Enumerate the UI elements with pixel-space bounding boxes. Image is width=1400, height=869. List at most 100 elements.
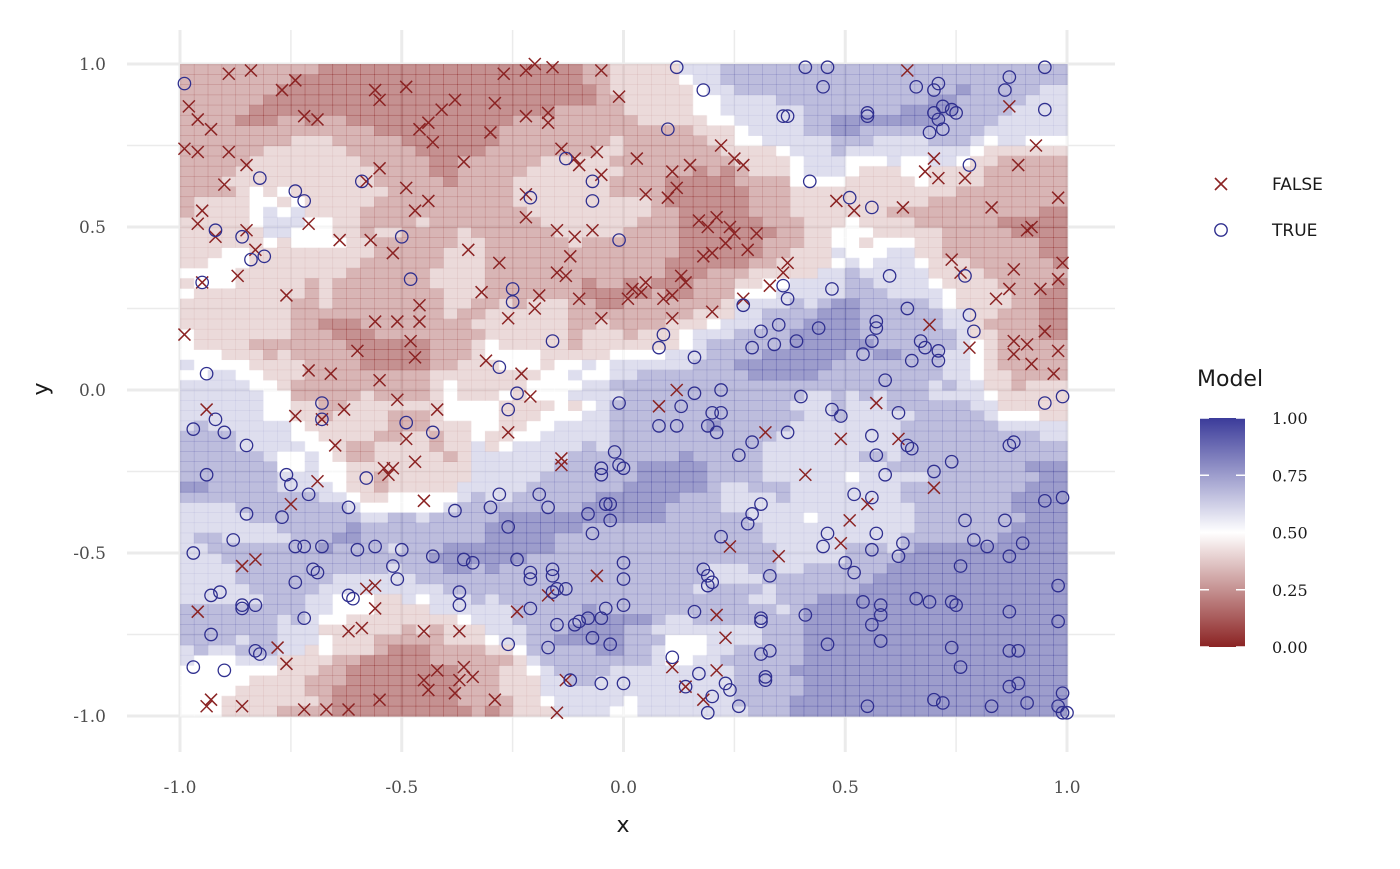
surface-cell — [374, 268, 388, 279]
surface-cell — [873, 217, 887, 228]
surface-cell — [457, 451, 471, 462]
surface-cell — [554, 329, 568, 340]
surface-cell — [845, 624, 859, 635]
surface-cell — [374, 196, 388, 207]
surface-cell — [790, 196, 804, 207]
surface-cell — [235, 685, 249, 696]
surface-cell — [651, 390, 665, 401]
surface-cell — [762, 268, 776, 279]
surface-cell — [235, 309, 249, 320]
surface-cell — [1025, 410, 1039, 421]
surface-cell — [928, 74, 942, 85]
surface-cell — [388, 135, 402, 146]
surface-cell — [928, 278, 942, 289]
surface-cell — [429, 614, 443, 625]
surface-cell — [693, 380, 707, 391]
surface-cell — [984, 472, 998, 483]
surface-cell — [970, 400, 984, 411]
surface-cell — [319, 329, 333, 340]
surface-cell — [443, 217, 457, 228]
colorbar-tick-label: 1.00 — [1272, 409, 1308, 428]
surface-cell — [984, 492, 998, 503]
surface-cell — [790, 573, 804, 584]
surface-cell — [416, 370, 430, 381]
surface-cell — [873, 115, 887, 126]
surface-cell — [651, 359, 665, 370]
surface-cell — [499, 665, 513, 676]
surface-cell — [485, 237, 499, 248]
surface-cell — [707, 176, 721, 187]
surface-cell — [332, 359, 346, 370]
surface-cell — [748, 156, 762, 167]
surface-cell — [194, 380, 208, 391]
surface-cell — [568, 176, 582, 187]
surface-cell — [235, 349, 249, 360]
surface-cell — [346, 563, 360, 574]
surface-cell — [208, 247, 222, 258]
surface-cell — [665, 74, 679, 85]
surface-cell — [429, 288, 443, 299]
surface-cell — [374, 176, 388, 187]
surface-cell — [416, 472, 430, 483]
surface-cell — [901, 166, 915, 177]
surface-cell — [180, 74, 194, 85]
surface-cell — [429, 349, 443, 360]
surface-cell — [471, 645, 485, 656]
surface-cell — [1053, 645, 1067, 656]
surface-cell — [901, 390, 915, 401]
surface-cell — [637, 482, 651, 493]
surface-cell — [360, 421, 374, 432]
surface-cell — [332, 298, 346, 309]
surface-cell — [637, 400, 651, 411]
surface-cell — [721, 74, 735, 85]
surface-cell — [928, 655, 942, 666]
surface-cell — [665, 492, 679, 503]
surface-cell — [485, 624, 499, 635]
surface-cell — [402, 166, 416, 177]
surface-cell — [790, 207, 804, 218]
surface-cell — [526, 359, 540, 370]
surface-cell — [831, 329, 845, 340]
surface-cell — [651, 64, 665, 75]
surface-cell — [1053, 472, 1067, 483]
surface-cell — [1053, 522, 1067, 533]
surface-cell — [831, 135, 845, 146]
surface-cell — [540, 553, 554, 564]
surface-cell — [1012, 482, 1026, 493]
surface-cell — [998, 135, 1012, 146]
surface-cell — [180, 125, 194, 136]
surface-cell — [554, 655, 568, 666]
surface-cell — [734, 472, 748, 483]
surface-cell — [998, 278, 1012, 289]
surface-cell — [873, 64, 887, 75]
surface-cell — [582, 645, 596, 656]
surface-cell — [485, 74, 499, 85]
surface-cell — [998, 380, 1012, 391]
surface-cell — [485, 706, 499, 717]
surface-cell — [831, 237, 845, 248]
surface-cell — [637, 461, 651, 472]
surface-cell — [332, 380, 346, 391]
surface-cell — [346, 522, 360, 533]
surface-cell — [429, 390, 443, 401]
surface-cell — [693, 309, 707, 320]
surface-cell — [499, 349, 513, 360]
surface-cell — [901, 217, 915, 228]
surface-cell — [582, 696, 596, 707]
surface-cell — [332, 421, 346, 432]
surface-cell — [388, 298, 402, 309]
surface-cell — [942, 573, 956, 584]
surface-cell — [610, 105, 624, 116]
surface-cell — [499, 502, 513, 513]
surface-cell — [208, 278, 222, 289]
surface-cell — [1053, 217, 1067, 228]
surface-cell — [970, 482, 984, 493]
surface-cell — [1039, 543, 1053, 554]
surface-cell — [721, 115, 735, 126]
surface-cell — [582, 268, 596, 279]
surface-cell — [665, 84, 679, 95]
surface-cell — [457, 105, 471, 116]
surface-cell — [831, 319, 845, 330]
surface-cell — [970, 635, 984, 646]
surface-cell — [1012, 584, 1026, 595]
